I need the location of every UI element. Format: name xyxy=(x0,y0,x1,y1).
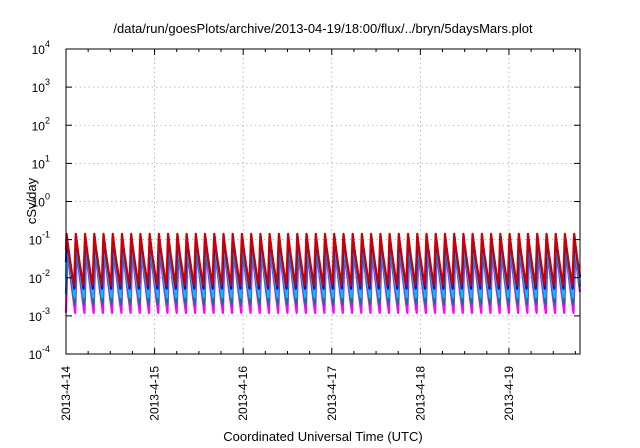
axes: 10-410-310-210-11001011021031042013-4-14… xyxy=(29,39,581,421)
y-tick-exponent: 3 xyxy=(45,77,50,87)
y-tick-label: 10-4 xyxy=(29,344,50,362)
y-tick-exponent: 4 xyxy=(45,39,50,49)
y-tick-label: 10-2 xyxy=(29,268,50,286)
y-tick-label: 10-1 xyxy=(29,230,50,248)
y-tick-exponent: -1 xyxy=(42,230,50,240)
chart-title: /data/run/goesPlots/archive/2013-04-19/1… xyxy=(113,21,533,36)
x-tick-label: 2013-4-15 xyxy=(148,366,162,421)
x-tick-label: 2013-4-18 xyxy=(413,366,427,421)
x-axis-label: Coordinated Universal Time (UTC) xyxy=(223,429,422,444)
series-line xyxy=(64,232,582,287)
y-tick-exponent: -3 xyxy=(42,306,50,316)
x-tick-label: 2013-4-16 xyxy=(236,366,250,421)
y-tick-label: 103 xyxy=(32,77,50,95)
series-group xyxy=(64,232,582,314)
y-tick-label: 102 xyxy=(32,115,50,133)
x-tick-label: 2013-4-17 xyxy=(325,366,339,421)
y-tick-exponent: 2 xyxy=(45,115,50,125)
y-tick-label: 101 xyxy=(32,153,50,171)
y-tick-exponent: -4 xyxy=(42,344,50,354)
y-tick-exponent: 1 xyxy=(45,153,50,163)
x-tick-label: 2013-4-19 xyxy=(502,366,516,421)
y-axis-label: cSv/day xyxy=(24,177,39,224)
plot-frame xyxy=(65,48,581,355)
y-tick-label: 104 xyxy=(32,39,50,57)
y-tick-exponent: 0 xyxy=(45,192,50,202)
y-tick-exponent: -2 xyxy=(42,268,50,278)
y-tick-label: 10-3 xyxy=(29,306,50,324)
x-tick-label: 2013-4-14 xyxy=(59,366,73,421)
